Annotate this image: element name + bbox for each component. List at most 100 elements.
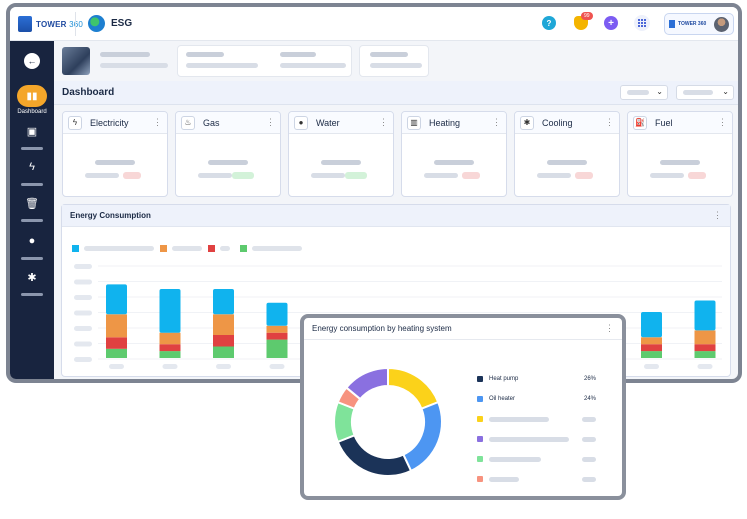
donut-slice[interactable] — [344, 366, 389, 401]
help-icon[interactable]: ? — [542, 16, 556, 30]
bar-segment[interactable] — [641, 337, 662, 345]
more-menu-icon[interactable]: ⋮ — [492, 117, 501, 127]
more-menu-icon[interactable]: ⋮ — [718, 117, 727, 127]
module-switcher[interactable]: ESG — [88, 15, 132, 32]
divider — [75, 12, 76, 36]
bar-segment[interactable] — [694, 300, 716, 331]
bar-segment[interactable] — [266, 302, 288, 326]
y-tick-placeholder — [74, 357, 92, 362]
donut-slice[interactable] — [401, 400, 443, 473]
legend-label-placeholder — [172, 246, 202, 251]
snowflake-icon: ✱ — [520, 115, 534, 130]
status-badge — [575, 172, 593, 179]
avatar — [714, 16, 729, 32]
y-tick-placeholder — [74, 279, 92, 285]
drop-icon[interactable]: ● — [28, 235, 36, 247]
category-card-water[interactable]: ● Water ⋮ — [288, 111, 394, 197]
back-arrow-icon[interactable]: ← — [24, 53, 40, 69]
period-select[interactable]: ⌄ — [620, 85, 668, 100]
bar-segment[interactable] — [641, 351, 662, 358]
bar-segment[interactable] — [213, 289, 234, 315]
profile-menu[interactable]: TOWER 360 — [664, 13, 734, 35]
donut-slice[interactable] — [336, 433, 413, 477]
more-menu-icon[interactable]: ⋮ — [605, 117, 614, 127]
presentation-icon[interactable]: ▣ — [26, 126, 38, 138]
bar-segment[interactable] — [159, 289, 181, 333]
drop-icon: ● — [294, 115, 308, 130]
bar-segment[interactable] — [266, 325, 288, 333]
bar-segment[interactable] — [159, 332, 181, 345]
legend-item — [477, 436, 569, 442]
brand-suffix: 360 — [69, 19, 84, 29]
category-label: Fuel — [655, 117, 673, 128]
more-menu-icon[interactable]: ⋮ — [379, 117, 388, 127]
legend-swatch — [160, 245, 167, 252]
category-label: Electricity — [90, 117, 129, 128]
bar-segment[interactable] — [106, 314, 127, 338]
heating-system-popup: Energy consumption by heating system ⋮ He… — [300, 314, 626, 500]
chevron-down-icon: ⌄ — [722, 87, 729, 96]
add-icon[interactable]: + — [604, 16, 618, 30]
radiator-icon: ▥ — [407, 115, 421, 130]
sidebar-item-dashboard[interactable]: ▮▮ Dashboard — [16, 85, 48, 115]
legend-item: Oil heater — [477, 396, 515, 402]
category-card-cooling[interactable]: ✱ Cooling ⋮ — [514, 111, 620, 197]
bar-segment[interactable] — [694, 344, 716, 352]
trash-icon[interactable]: 🗑 — [25, 198, 39, 210]
popup-title: Energy consumption by heating system — [312, 324, 452, 333]
panel-title: Energy Consumption — [70, 211, 151, 220]
x-tick-placeholder — [644, 364, 659, 369]
sidebar-item-placeholder — [21, 147, 43, 150]
bar-segment[interactable] — [213, 346, 234, 359]
bar-segment[interactable] — [694, 330, 716, 345]
bar-segment[interactable] — [106, 337, 127, 349]
legend-value: 24% — [584, 396, 597, 402]
y-tick-placeholder — [74, 295, 92, 300]
donut-slice[interactable] — [387, 366, 440, 411]
bolt-icon[interactable]: ϟ — [29, 161, 35, 173]
bar-segment[interactable] — [641, 312, 662, 338]
profile-brand: TOWER 360 — [678, 21, 707, 27]
placeholder-text — [100, 52, 150, 57]
bar-segment[interactable] — [159, 344, 181, 352]
legend-swatch — [240, 245, 247, 252]
bar-segment[interactable] — [106, 348, 127, 358]
category-card-fuel[interactable]: ⛽ Fuel ⋮ — [627, 111, 733, 197]
fuel-pump-icon: ⛽ — [633, 115, 647, 130]
settings-globe-icon[interactable]: ✱ — [27, 272, 37, 284]
bar-segment[interactable] — [641, 344, 662, 352]
bar-segment[interactable] — [213, 335, 234, 347]
bar-segment[interactable] — [213, 314, 234, 335]
bolt-icon: ϟ — [68, 115, 82, 130]
info-box — [177, 45, 352, 77]
notification-badge: 99 — [581, 12, 593, 20]
bar-segment[interactable] — [266, 339, 288, 358]
globe-icon — [88, 15, 105, 32]
building-photo — [62, 47, 90, 75]
more-menu-icon[interactable]: ⋮ — [605, 323, 614, 333]
apps-grid-icon[interactable] — [634, 15, 650, 31]
category-card-electricity[interactable]: ϟ Electricity ⋮ — [62, 111, 168, 197]
y-tick-placeholder — [74, 264, 92, 269]
legend-item — [477, 416, 549, 422]
filter-select[interactable]: ⌄ — [676, 85, 734, 100]
top-bar: TOWER 360 ESG ? 99 + TOWER 360 — [10, 7, 738, 41]
legend-item — [477, 476, 519, 482]
more-menu-icon[interactable]: ⋮ — [266, 117, 275, 127]
legend-swatch — [208, 245, 215, 252]
category-card-heating[interactable]: ▥ Heating ⋮ — [401, 111, 507, 197]
legend-swatch — [72, 245, 79, 252]
category-card-gas[interactable]: ♨ Gas ⋮ — [175, 111, 281, 197]
sidebar-item-placeholder — [21, 183, 43, 186]
x-tick-placeholder — [162, 364, 178, 369]
status-badge — [688, 172, 706, 179]
chevron-down-icon: ⌄ — [656, 87, 663, 96]
status-badge — [345, 172, 367, 179]
bar-segment[interactable] — [159, 351, 181, 358]
bar-segment[interactable] — [266, 332, 288, 340]
brand-logo[interactable]: TOWER 360 — [18, 16, 83, 32]
bar-segment[interactable] — [106, 284, 127, 315]
more-menu-icon[interactable]: ⋮ — [153, 117, 162, 127]
bar-segment[interactable] — [694, 351, 716, 358]
more-menu-icon[interactable]: ⋮ — [713, 210, 722, 220]
